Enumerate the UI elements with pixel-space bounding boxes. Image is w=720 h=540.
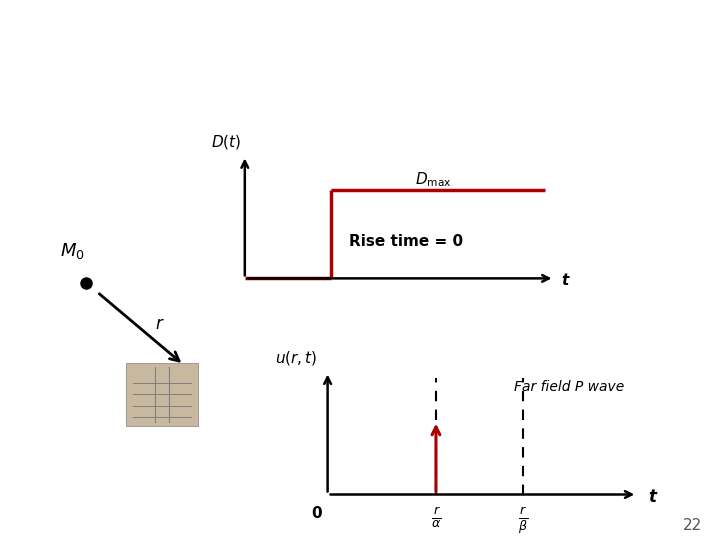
Text: $u(r,t)$: $u(r,t)$ (274, 349, 317, 367)
Text: Solution for a Heaviside source time function: Solution for a Heaviside source time fun… (11, 41, 615, 65)
FancyBboxPatch shape (126, 362, 198, 426)
Text: KINEMATICS POINT SOURCE: KINEMATICS POINT SOURCE (11, 15, 174, 25)
Text: $D(t)$: $D(t)$ (211, 133, 241, 151)
Text: $\frac{r}{\alpha}$: $\frac{r}{\alpha}$ (431, 506, 441, 530)
Text: 22: 22 (683, 518, 702, 533)
Text: $D_{\mathrm{max}}$: $D_{\mathrm{max}}$ (415, 170, 451, 189)
Text: Far field P wave: Far field P wave (514, 380, 624, 394)
Text: t: t (562, 273, 569, 288)
Text: $\frac{r}{\beta}$: $\frac{r}{\beta}$ (518, 506, 528, 536)
Text: $M_0$: $M_0$ (60, 241, 84, 261)
Text: 0: 0 (312, 506, 322, 521)
Text: t: t (648, 488, 656, 506)
Text: Rise time = 0: Rise time = 0 (349, 234, 464, 249)
Text: r: r (155, 315, 162, 333)
